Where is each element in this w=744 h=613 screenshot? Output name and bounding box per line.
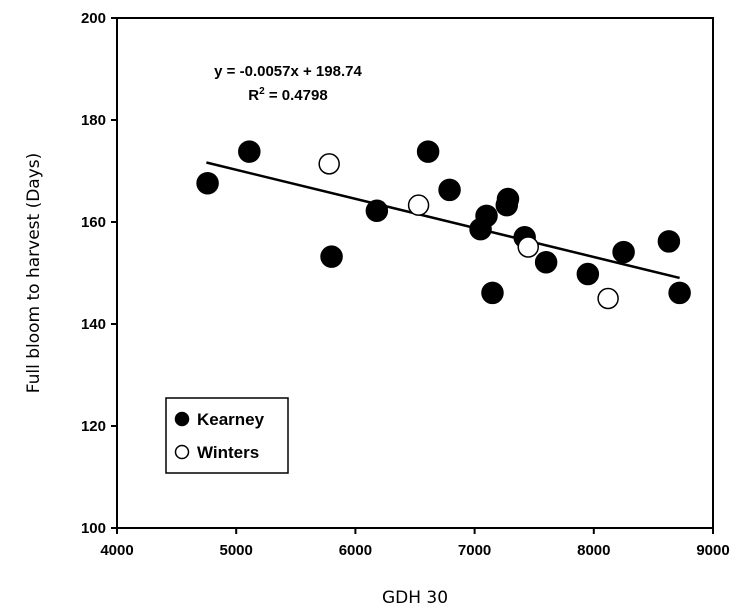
x-tick-label: 7000 [458,542,491,559]
legend-label-kearney: Kearney [197,410,265,429]
point-kearney [496,187,520,211]
data-points [196,140,691,310]
point-winters [597,287,619,310]
r2-label: R [248,87,259,104]
x-axis-title: GDH 30 [382,588,448,608]
point-winters [318,153,340,175]
legend-marker-winters [174,444,190,460]
trendline-r2: R2 = 0.4798 [248,86,327,104]
legend: Kearney Winters [165,397,289,474]
point-kearney [475,204,498,228]
x-axis-ticks: 4000 5000 6000 7000 8000 9000 [100,528,730,559]
y-tick-label: 100 [81,520,106,537]
y-tick-label: 140 [81,316,106,333]
y-axis-title: Full bloom to harvest (Days) [24,153,44,394]
point-winters [407,194,430,216]
r2-value: = 0.4798 [265,87,328,104]
plot-frame [116,17,714,529]
point-kearney [416,140,440,163]
legend-box [165,397,289,474]
point-kearney [657,230,681,253]
x-tick-label: 4000 [100,542,133,559]
y-axis-ticks: 100 120 140 160 180 200 [81,10,117,537]
y-tick-label: 160 [81,214,106,231]
x-tick-label: 9000 [696,542,729,559]
point-kearney [196,171,219,195]
trendline [206,161,680,280]
y-tick-label: 180 [81,112,106,129]
point-kearney [481,281,504,305]
point-kearney [320,245,343,268]
legend-marker-kearney [174,411,190,427]
point-kearney [534,251,558,274]
trendline-equation: y = -0.0057x + 198.74 [214,63,362,80]
y-tick-label: 200 [81,10,106,27]
y-tick-label: 120 [81,418,106,435]
legend-label-winters: Winters [197,443,259,462]
trendline-group [206,161,680,280]
r2-superscript: 2 [259,86,265,97]
point-kearney [238,140,261,163]
x-tick-label: 6000 [339,542,372,559]
point-kearney [576,262,600,286]
point-kearney [365,199,389,223]
point-kearney [668,281,691,305]
point-kearney [612,240,635,264]
point-winters [517,236,539,258]
x-tick-label: 5000 [220,542,253,559]
point-kearney [438,178,461,202]
x-tick-label: 8000 [577,542,610,559]
